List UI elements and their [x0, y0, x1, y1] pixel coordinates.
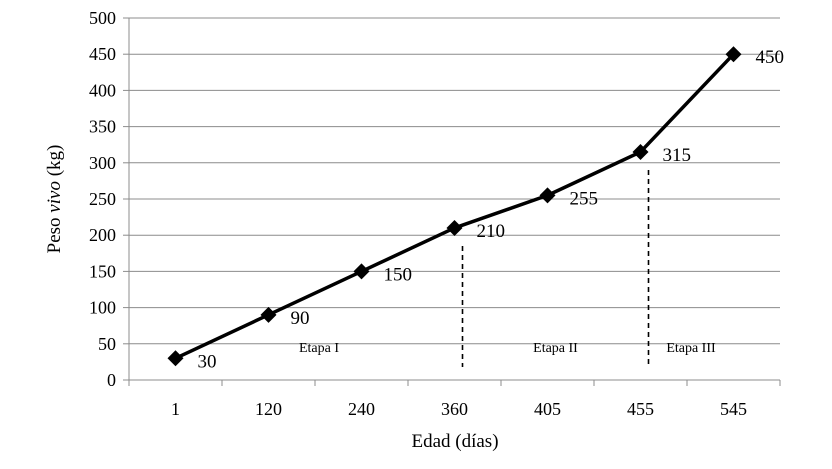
data-label: 315 [663, 145, 692, 166]
gridlines [129, 17, 780, 345]
data-label: 255 [570, 188, 599, 209]
stage-labels: Etapa I Etapa II Etapa III [299, 341, 716, 356]
data-marker [446, 219, 463, 236]
data-labels: 30 90 150 210 255 315 450 [198, 47, 785, 372]
y-axis-title-part-1: Peso [44, 213, 65, 254]
data-marker [353, 263, 370, 280]
data-marker [725, 46, 742, 63]
x-tick-label: 1 [171, 399, 180, 419]
y-tick-label: 100 [89, 298, 116, 318]
y-tick-label: 50 [98, 334, 116, 354]
data-markers [167, 46, 742, 367]
data-label: 150 [384, 264, 413, 285]
data-label: 30 [198, 351, 217, 372]
y-tick-label: 150 [89, 261, 116, 281]
x-tick-label: 120 [255, 399, 282, 419]
stage-dividers [461, 169, 650, 367]
y-tick-label: 500 [89, 8, 116, 28]
y-tick-label: 400 [89, 80, 116, 100]
y-axis-title-part-3: (kg) [44, 145, 65, 181]
y-tick-label: 250 [89, 189, 116, 209]
axes [123, 17, 781, 386]
series-line-path [174, 52, 735, 360]
data-label: 450 [756, 47, 785, 68]
series-line [174, 52, 735, 360]
data-label: 90 [291, 308, 310, 329]
x-tick-label: 240 [348, 399, 375, 419]
x-tick-label: 405 [534, 399, 561, 419]
x-axis-title: Edad (días) [411, 431, 498, 452]
data-marker [539, 187, 556, 204]
x-tick-label: 455 [627, 399, 654, 419]
data-label: 210 [477, 221, 506, 242]
x-tick-labels: 1 120 240 360 405 455 545 [171, 399, 747, 419]
data-marker [167, 350, 184, 367]
stage-label: Etapa I [299, 341, 339, 356]
x-tick-label: 545 [720, 399, 747, 419]
data-marker [632, 143, 649, 160]
x-tick-label: 360 [441, 399, 468, 419]
y-tick-label: 350 [89, 117, 116, 137]
stage-label: Etapa II [533, 341, 578, 356]
y-tick-label: 300 [89, 153, 116, 173]
y-axis-title: Peso vivo (kg) [44, 145, 65, 254]
stage-label: Etapa III [666, 341, 716, 356]
y-tick-labels: 0 50 100 150 200 250 300 350 400 450 500 [89, 8, 116, 390]
y-tick-label: 200 [89, 225, 116, 245]
data-marker [260, 306, 277, 323]
y-tick-label: 450 [89, 44, 116, 64]
y-tick-label: 0 [107, 370, 116, 390]
y-axis-title-part-2: vivo [44, 181, 65, 213]
